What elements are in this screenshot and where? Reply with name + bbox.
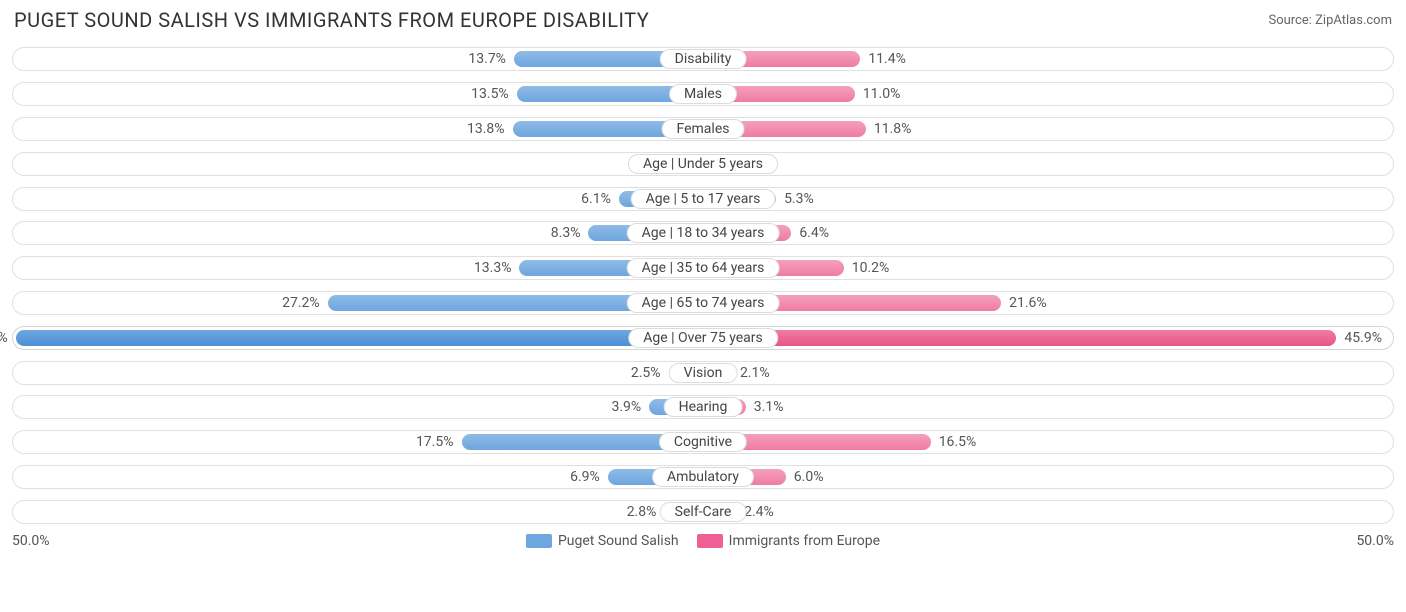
category-label: Cognitive — [659, 432, 747, 452]
bar-row: 13.7% 11.4% Disability — [12, 42, 1394, 77]
value-left: 13.8% — [467, 121, 505, 137]
value-left: 13.3% — [474, 260, 512, 276]
bar-track: 27.2% 21.6% Age | 65 to 74 years — [12, 291, 1394, 315]
bar-row: 13.3% 10.2% Age | 35 to 64 years — [12, 251, 1394, 286]
bar-row: 49.8%45.9%Age | Over 75 years — [12, 320, 1394, 355]
value-right: 10.2% — [852, 260, 890, 276]
diverging-bar-chart: 13.7% 11.4% Disability 13.5% 11.0% Males 13.8%… — [12, 42, 1394, 529]
swatch-pink-icon — [697, 534, 723, 548]
category-label: Vision — [669, 363, 738, 383]
legend-left-label: Puget Sound Salish — [558, 533, 679, 549]
category-label: Age | Under 5 years — [628, 154, 778, 174]
value-left: 2.8% — [627, 504, 657, 520]
category-label: Males — [669, 84, 737, 104]
category-label: Ambulatory — [652, 467, 754, 487]
bar-track: 8.3% 6.4% Age | 18 to 34 years — [12, 221, 1394, 245]
bar-track: 13.5% 11.0% Males — [12, 82, 1394, 106]
value-left: 6.9% — [570, 469, 600, 485]
category-label: Females — [662, 119, 745, 139]
axis-min-right: 50.0% — [1356, 533, 1394, 549]
category-label: Age | 35 to 64 years — [627, 258, 780, 278]
category-label: Age | 18 to 34 years — [627, 223, 780, 243]
legend-item-right: Immigrants from Europe — [697, 533, 880, 549]
bar-left — [16, 330, 703, 346]
value-right: 45.9% — [1344, 330, 1382, 346]
value-right: 21.6% — [1009, 295, 1047, 311]
value-left: 8.3% — [551, 225, 581, 241]
value-right: 11.4% — [868, 51, 906, 67]
value-right: 5.3% — [784, 191, 814, 207]
legend-right-label: Immigrants from Europe — [729, 533, 880, 549]
bar-row: 27.2% 21.6% Age | 65 to 74 years — [12, 286, 1394, 321]
bar-row: 13.8% 11.8% Females — [12, 112, 1394, 147]
value-right: 6.0% — [794, 469, 824, 485]
category-label: Disability — [660, 49, 747, 69]
bar-track: 6.1% 5.3% Age | 5 to 17 years — [12, 187, 1394, 211]
value-left: 6.1% — [581, 191, 611, 207]
value-right: 2.4% — [744, 504, 774, 520]
bar-track: 13.8% 11.8% Females — [12, 117, 1394, 141]
bar-row: 2.5% 2.1%Vision — [12, 355, 1394, 390]
bar-track: 6.9% 6.0% Ambulatory — [12, 465, 1394, 489]
value-left: 17.5% — [416, 434, 454, 450]
category-label: Hearing — [664, 397, 743, 417]
bar-track: 17.5% 16.5% Cognitive — [12, 430, 1394, 454]
value-left: 2.5% — [631, 365, 661, 381]
category-label: Self-Care — [660, 502, 747, 522]
value-left: 49.8% — [0, 330, 8, 346]
bar-track: 13.3% 10.2% Age | 35 to 64 years — [12, 256, 1394, 280]
value-left: 13.7% — [468, 51, 506, 67]
bar-right — [703, 330, 1336, 346]
category-label: Age | 5 to 17 years — [631, 189, 776, 209]
bar-row: 2.8% 2.4%Self-Care — [12, 494, 1394, 529]
value-left: 27.2% — [282, 295, 320, 311]
chart-footer: 50.0% Puget Sound Salish Immigrants from… — [12, 533, 1394, 549]
bar-track: 2.5% 2.1%Vision — [12, 361, 1394, 385]
legend: Puget Sound Salish Immigrants from Europ… — [50, 533, 1357, 549]
bar-track: 49.8%45.9%Age | Over 75 years — [12, 326, 1394, 350]
bar-track: 2.8% 2.4%Self-Care — [12, 500, 1394, 524]
bar-row: 6.1% 5.3% Age | 5 to 17 years — [12, 181, 1394, 216]
legend-item-left: Puget Sound Salish — [526, 533, 679, 549]
value-right: 2.1% — [740, 365, 770, 381]
source-label: Source: ZipAtlas.com — [1268, 13, 1392, 28]
value-right: 6.4% — [799, 225, 829, 241]
value-left: 3.9% — [612, 399, 642, 415]
bar-track: 13.7% 11.4% Disability — [12, 47, 1394, 71]
value-right: 11.8% — [874, 121, 912, 137]
bar-track: 0.97%1.3%Age | Under 5 years — [12, 152, 1394, 176]
chart-header: PUGET SOUND SALISH VS IMMIGRANTS FROM EU… — [0, 0, 1406, 38]
axis-min-left: 50.0% — [12, 533, 50, 549]
swatch-blue-icon — [526, 534, 552, 548]
chart-title: PUGET SOUND SALISH VS IMMIGRANTS FROM EU… — [14, 8, 649, 32]
value-left: 13.5% — [471, 86, 509, 102]
bar-row: 13.5% 11.0% Males — [12, 77, 1394, 112]
category-label: Age | Over 75 years — [628, 328, 778, 348]
category-label: Age | 65 to 74 years — [627, 293, 780, 313]
bar-row: 17.5% 16.5% Cognitive — [12, 425, 1394, 460]
bar-track: 3.9% 3.1% Hearing — [12, 395, 1394, 419]
value-right: 11.0% — [863, 86, 901, 102]
value-right: 16.5% — [939, 434, 977, 450]
bar-row: 3.9% 3.1% Hearing — [12, 390, 1394, 425]
value-right: 3.1% — [754, 399, 784, 415]
bar-row: 8.3% 6.4% Age | 18 to 34 years — [12, 216, 1394, 251]
bar-row: 6.9% 6.0% Ambulatory — [12, 460, 1394, 495]
bar-row: 0.97%1.3%Age | Under 5 years — [12, 146, 1394, 181]
